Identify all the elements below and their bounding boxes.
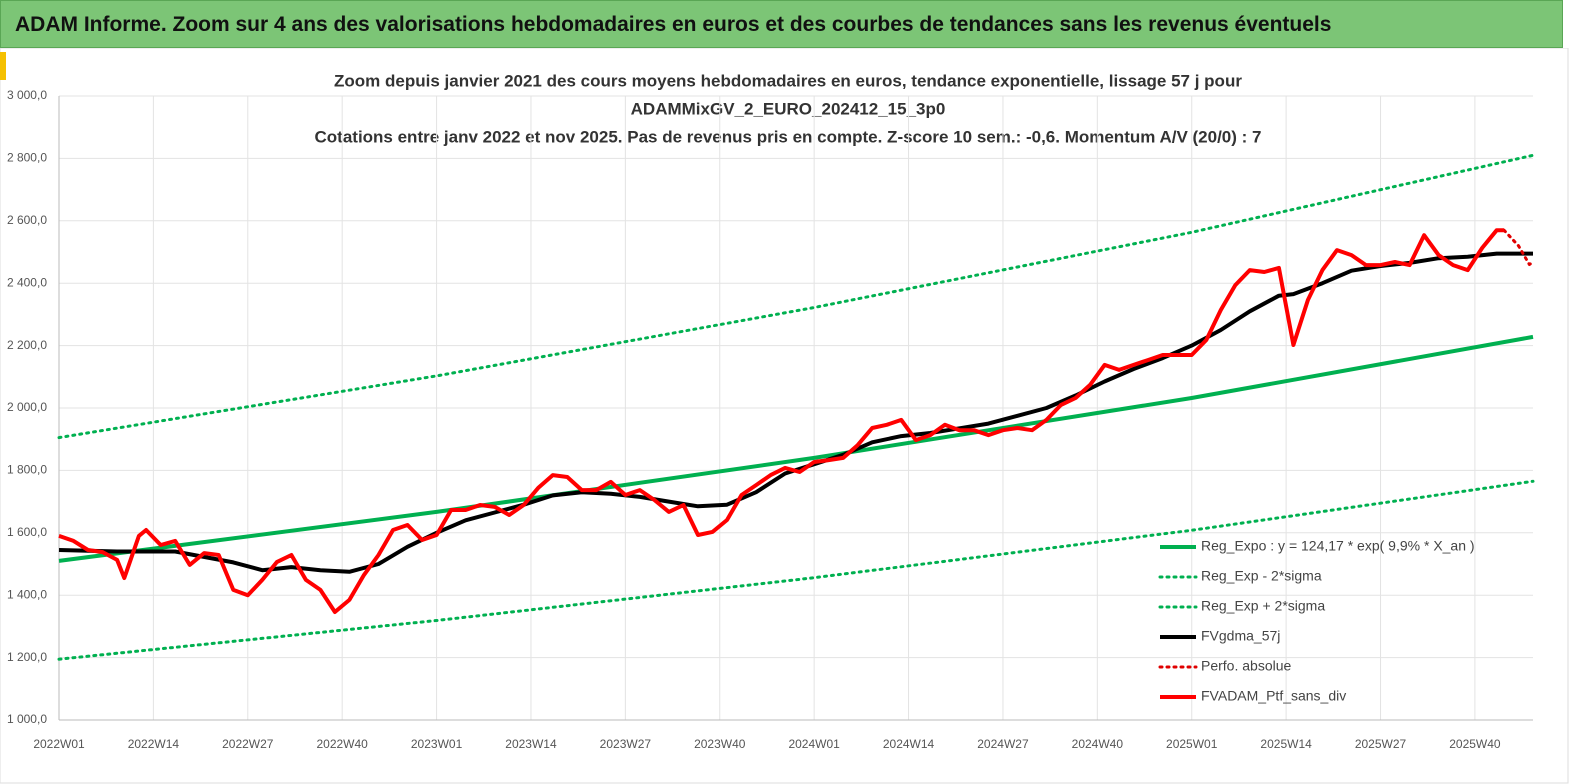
x-tick-label: 2024W27 [977,737,1029,751]
legend-label: Perfo. absolue [1201,658,1291,674]
series-line [58,251,1533,574]
header-title: ADAM Informe. Zoom sur 4 ans des valoris… [0,0,1563,48]
x-tick-label: 2022W27 [222,737,274,751]
y-tick-label: 2 400,0 [7,275,47,289]
x-tick-label: 2025W40 [1449,737,1501,751]
legend-label: Reg_Exp - 2*sigma [1201,568,1322,584]
y-tick-label: 2 800,0 [7,151,47,165]
legend-label: FVgdma_57j [1201,628,1280,644]
x-tick-label: 2022W01 [33,737,85,751]
x-tick-label: 2023W40 [694,737,746,751]
x-tick-label: 2025W14 [1260,737,1312,751]
x-tick-label: 2023W14 [505,737,557,751]
y-tick-label: 3 000,0 [7,88,47,102]
x-tick-label: 2024W14 [883,737,935,751]
series-line [57,153,1535,440]
x-tick-label: 2024W40 [1072,737,1124,751]
x-tick-label: 2025W27 [1355,737,1407,751]
y-tick-label: 2 600,0 [7,213,47,227]
legend-box [1150,536,1532,714]
x-tick-label: 2022W14 [128,737,180,751]
series-line [58,334,1534,563]
series-line [1502,228,1535,266]
series-line [58,228,1504,614]
legend-label: FVADAM_Ptf_sans_div [1201,688,1346,704]
chart-title: ADAMMixGV_2_EURO_202412_15_3p0 [631,99,946,118]
y-tick-label: 1 800,0 [7,463,47,477]
legend-label: Reg_Exp + 2*sigma [1201,598,1325,614]
legend-label: Reg_Expo : y = 124,17 * exp( 9,9% * X_an… [1201,538,1475,554]
accent [0,52,6,80]
y-tick-label: 1 000,0 [7,712,47,726]
chart: Zoom depuis janvier 2021 des cours moyen… [0,48,1569,784]
chart-title: Cotations entre janv 2022 et nov 2025. P… [315,127,1262,146]
x-tick-label: 2023W27 [600,737,652,751]
chart-title: Zoom depuis janvier 2021 des cours moyen… [334,71,1242,90]
y-tick-label: 1 200,0 [7,650,47,664]
x-tick-label: 2022W40 [316,737,368,751]
y-tick-label: 1 600,0 [7,525,47,539]
x-tick-label: 2025W01 [1166,737,1218,751]
series-line [57,479,1535,661]
x-tick-label: 2023W01 [411,737,463,751]
y-tick-label: 1 400,0 [7,587,47,601]
x-tick-label: 2024W01 [788,737,840,751]
y-tick-label: 2 200,0 [7,338,47,352]
y-tick-label: 2 000,0 [7,400,47,414]
